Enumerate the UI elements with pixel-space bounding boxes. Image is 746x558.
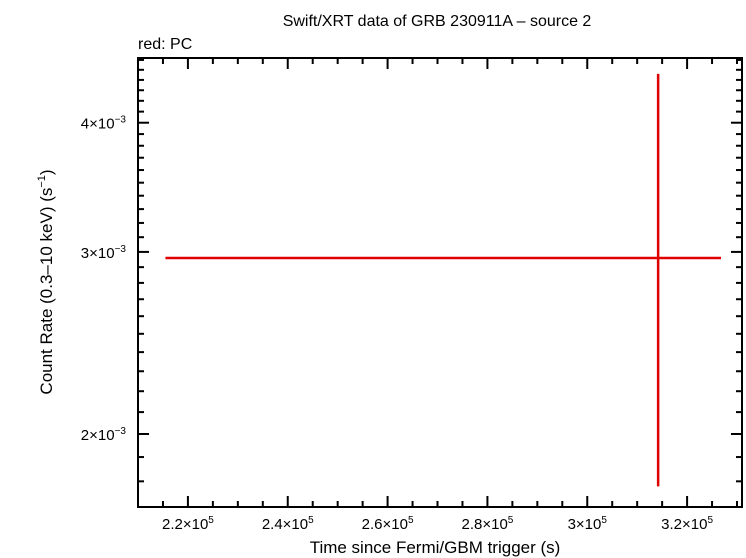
x-tick-label: 2.8×105 <box>461 515 513 533</box>
x-tick-label-mantissa: 2.2×10 <box>162 516 208 533</box>
x-tick-label-exponent: 5 <box>707 515 713 526</box>
x-tick-label-mantissa: 2.6×10 <box>362 516 408 533</box>
chart-title: Swift/XRT data of GRB 230911A – source 2 <box>283 13 592 30</box>
y-tick-label-mantissa: 2×10 <box>81 427 115 444</box>
y-tick-label-exponent: −3 <box>115 244 127 255</box>
y-axis-label-main: Count Rate (0.3–10 keV) (s <box>37 188 56 395</box>
data-point <box>165 73 722 487</box>
x-tick-label-mantissa: 2.4×10 <box>262 516 308 533</box>
x-axis-label: Time since Fermi/GBM trigger (s) <box>310 538 561 557</box>
x-tick-label: 2.6×105 <box>362 515 414 533</box>
x-tick-label-exponent: 5 <box>408 515 414 526</box>
y-axis-label-close: ) <box>37 169 56 175</box>
x-tick-label-mantissa: 3.2×10 <box>661 516 707 533</box>
x-axis: 2.2×105 2.4×105 2.6×105 2.8×105 3×105 3.2×105 <box>137 58 739 533</box>
y-axis: 2×10−33×10−34×10−3 <box>81 58 742 483</box>
chart-subtitle: red: PC <box>138 36 192 53</box>
y-tick-label-mantissa: 4×10 <box>81 116 115 133</box>
x-tick-label-exponent: 5 <box>601 515 607 526</box>
x-tick-label: 2.4×105 <box>262 515 314 533</box>
y-tick-label: 2×10−3 <box>81 426 127 444</box>
y-axis-label-exponent: −1 <box>36 175 48 188</box>
y-tick-label-exponent: −3 <box>115 115 127 126</box>
y-tick-label: 4×10−3 <box>81 115 127 133</box>
x-tick-label-exponent: 5 <box>308 515 314 526</box>
y-tick-label-mantissa: 3×10 <box>81 245 115 262</box>
x-tick-label-mantissa: 2.8×10 <box>461 516 507 533</box>
y-axis-label: Count Rate (0.3–10 keV) (s−1) <box>36 169 56 394</box>
y-tick-label-exponent: −3 <box>115 426 127 437</box>
x-tick-label: 2.2×105 <box>162 515 214 533</box>
x-tick-label-mantissa: 3×10 <box>568 516 602 533</box>
data-series <box>165 73 722 487</box>
plot-frame <box>137 57 743 508</box>
x-tick-label: 3×105 <box>568 515 608 533</box>
x-tick-label-exponent: 5 <box>208 515 214 526</box>
x-tick-label-exponent: 5 <box>508 515 514 526</box>
x-tick-label: 3.2×105 <box>661 515 713 533</box>
y-tick-label: 3×10−3 <box>81 244 127 262</box>
